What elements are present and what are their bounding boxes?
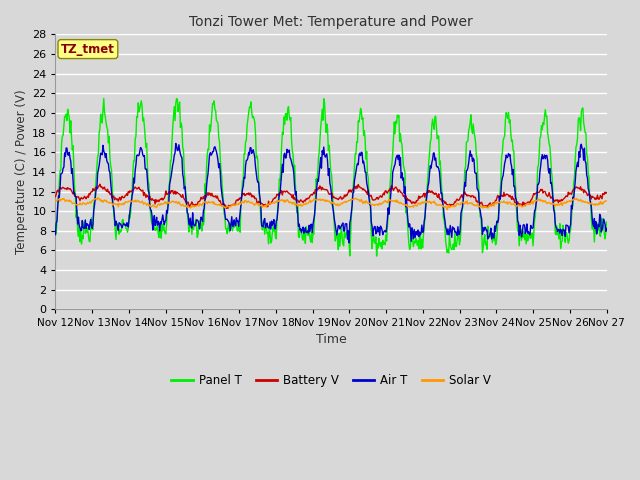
Air T	[204, 171, 212, 177]
Battery V	[603, 190, 611, 196]
Battery V	[416, 195, 424, 201]
Air T	[61, 154, 69, 159]
Line: Air T: Air T	[56, 144, 607, 243]
Solar V	[94, 195, 102, 201]
Battery V	[61, 186, 69, 192]
Solar V	[61, 199, 69, 204]
Solar V	[399, 201, 406, 207]
Text: TZ_tmet: TZ_tmet	[61, 43, 115, 56]
Panel T	[373, 253, 381, 259]
Air T	[399, 175, 407, 181]
Air T	[603, 226, 611, 231]
Solar V	[444, 207, 451, 213]
Air T	[416, 229, 424, 235]
Legend: Panel T, Battery V, Air T, Solar V: Panel T, Battery V, Air T, Solar V	[167, 369, 495, 392]
Panel T	[119, 216, 127, 222]
Line: Battery V: Battery V	[56, 184, 607, 208]
Battery V	[96, 181, 104, 187]
Solar V	[415, 200, 422, 206]
Air T	[345, 240, 353, 246]
Solar V	[52, 197, 60, 203]
Panel T	[100, 96, 108, 101]
Panel T	[416, 234, 424, 240]
Air T	[172, 141, 180, 146]
Solar V	[119, 201, 127, 206]
Panel T	[603, 219, 611, 225]
Line: Solar V: Solar V	[56, 198, 607, 210]
Panel T	[61, 114, 69, 120]
Air T	[175, 142, 182, 148]
Battery V	[204, 190, 212, 195]
Panel T	[204, 146, 212, 152]
Battery V	[223, 205, 230, 211]
Battery V	[399, 193, 407, 199]
Panel T	[52, 221, 60, 227]
Solar V	[204, 199, 212, 205]
X-axis label: Time: Time	[316, 333, 346, 346]
Y-axis label: Temperature (C) / Power (V): Temperature (C) / Power (V)	[15, 90, 28, 254]
Solar V	[175, 199, 182, 204]
Panel T	[175, 104, 182, 109]
Battery V	[175, 191, 182, 197]
Battery V	[119, 194, 127, 200]
Panel T	[399, 163, 407, 169]
Battery V	[52, 193, 60, 199]
Air T	[52, 232, 60, 238]
Line: Panel T: Panel T	[56, 98, 607, 256]
Title: Tonzi Tower Met: Temperature and Power: Tonzi Tower Met: Temperature and Power	[189, 15, 473, 29]
Air T	[118, 225, 126, 230]
Solar V	[603, 198, 611, 204]
